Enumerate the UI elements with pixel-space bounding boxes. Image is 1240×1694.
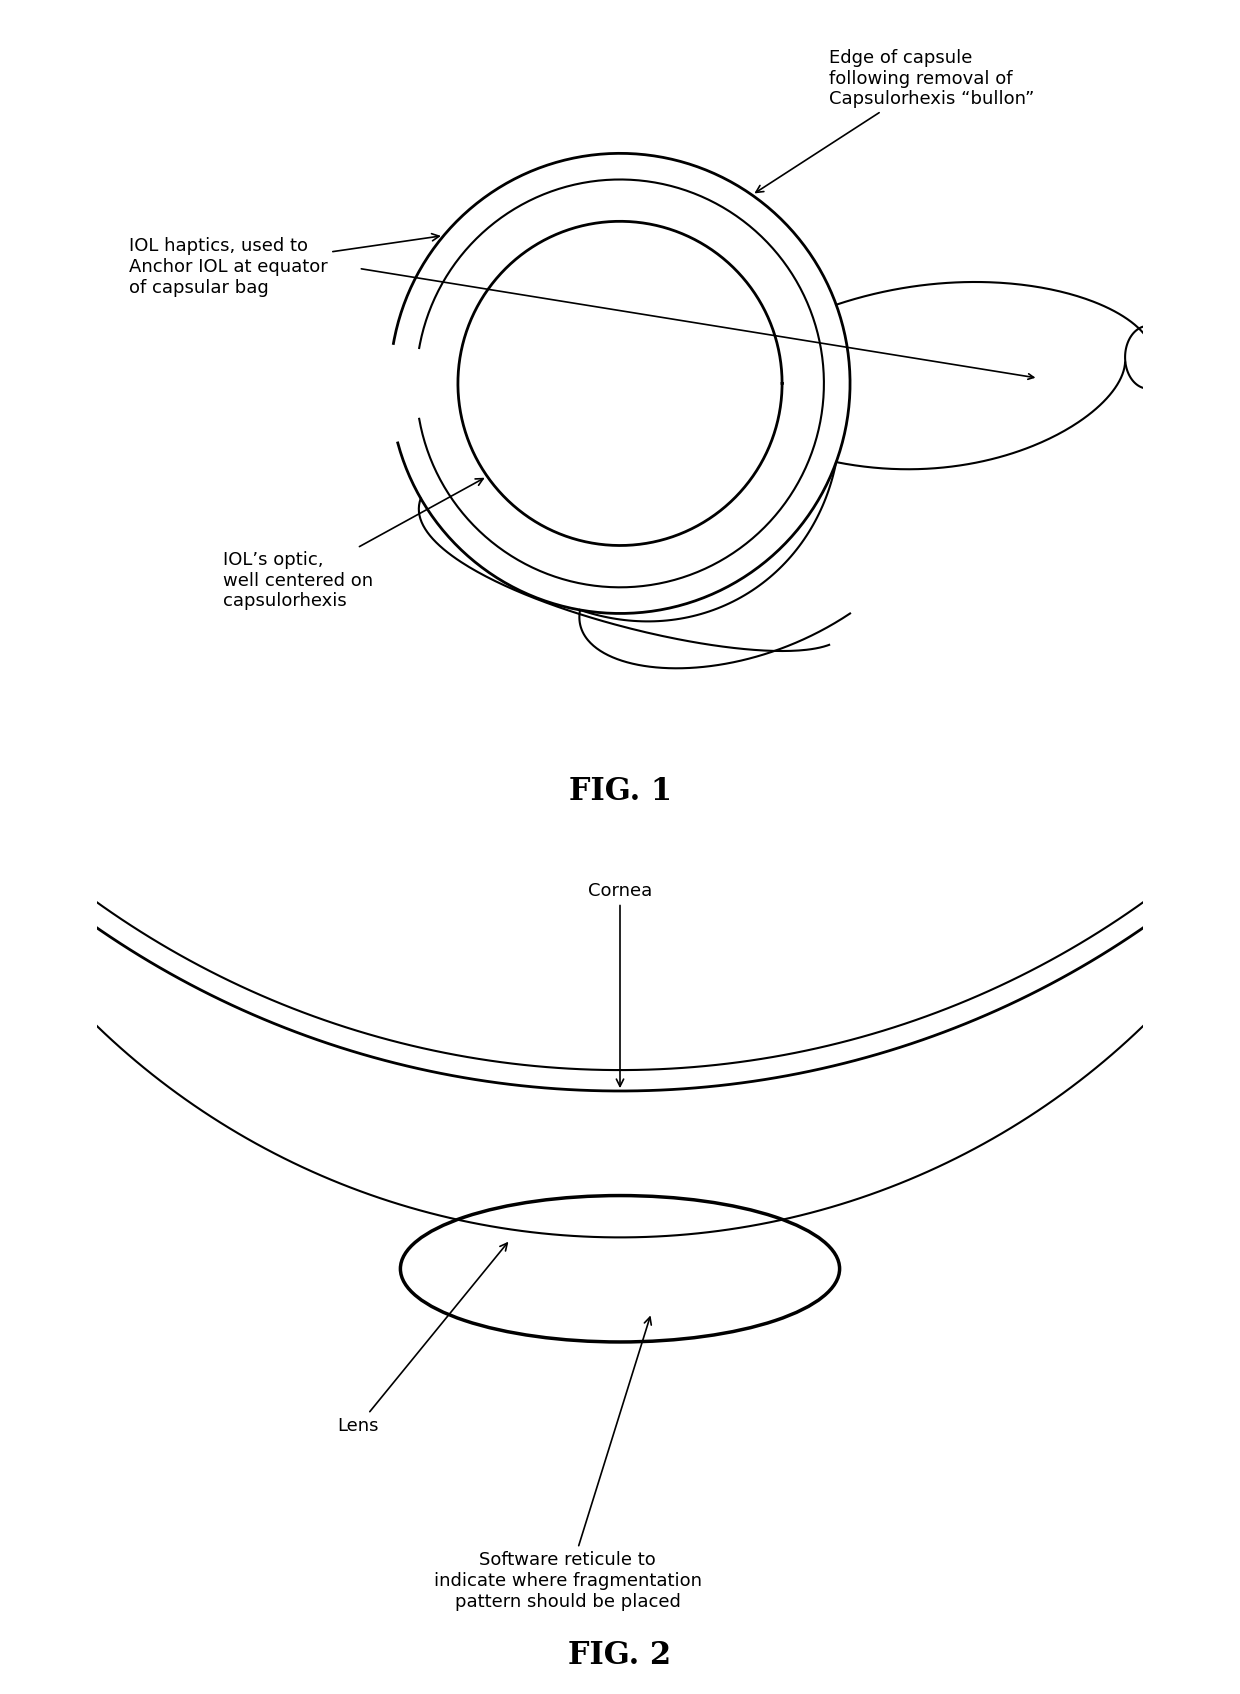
Text: FIG. 2: FIG. 2 bbox=[568, 1640, 672, 1672]
Text: IOL’s optic,
well centered on
capsulorhexis: IOL’s optic, well centered on capsulorhe… bbox=[223, 479, 484, 610]
Text: Software reticule to
indicate where fragmentation
pattern should be placed: Software reticule to indicate where frag… bbox=[434, 1318, 702, 1611]
Text: FIG. 1: FIG. 1 bbox=[568, 776, 672, 806]
Text: Lens: Lens bbox=[337, 1243, 507, 1435]
Text: Cornea: Cornea bbox=[588, 883, 652, 1086]
Text: Edge of capsule
following removal of
Capsulorhexis “bullon”: Edge of capsule following removal of Cap… bbox=[756, 49, 1034, 193]
Text: IOL haptics, used to
Anchor IOL at equator
of capsular bag: IOL haptics, used to Anchor IOL at equat… bbox=[129, 234, 439, 296]
